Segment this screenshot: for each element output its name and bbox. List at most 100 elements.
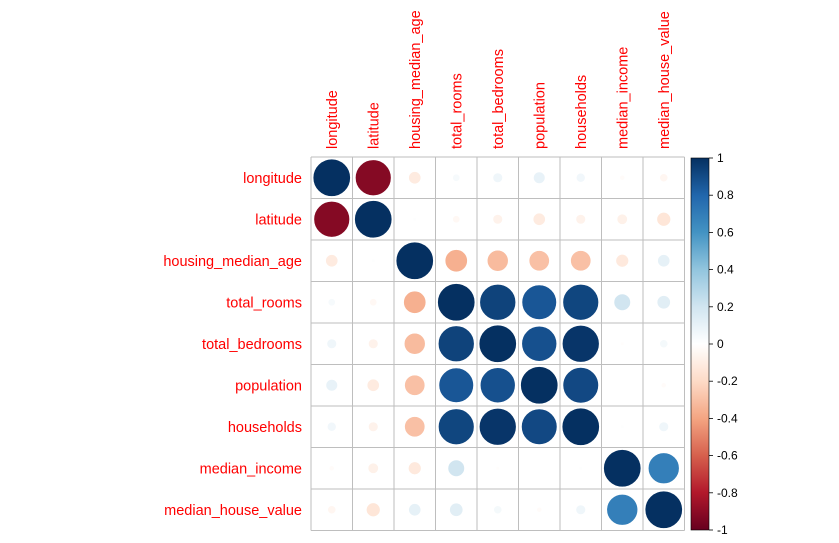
correlation-circle bbox=[395, 241, 434, 280]
correlation-circle bbox=[408, 503, 422, 517]
correlation-circle bbox=[570, 250, 592, 272]
legend-tick-label: -0.8 bbox=[717, 486, 738, 500]
correlation-circle bbox=[365, 502, 381, 518]
correlation-circle bbox=[660, 382, 667, 389]
row-label: longitude bbox=[243, 171, 302, 187]
correlation-circle bbox=[313, 200, 351, 238]
correlation-circle bbox=[532, 212, 546, 226]
correlation-circle bbox=[575, 213, 587, 225]
correlation-circle bbox=[478, 324, 517, 363]
color-legend: 1 0.8 0.6 0.4 0.2 0 -0.2 -0.4 -0.6 -0.8 -1 bbox=[690, 151, 738, 537]
column-labels: longitude latitude housing_median_age total… bbox=[325, 10, 673, 149]
column-label: population bbox=[532, 82, 548, 149]
column-label: housing_median_age bbox=[408, 10, 424, 149]
correlation-circle bbox=[613, 293, 632, 312]
correlation-circle bbox=[407, 461, 422, 476]
correlation-circle bbox=[492, 172, 504, 184]
correlation-circle bbox=[437, 408, 475, 446]
correlation-circle bbox=[325, 378, 339, 392]
row-label: total_rooms bbox=[226, 295, 302, 311]
correlation-circle bbox=[370, 258, 376, 264]
correlation-circle bbox=[536, 506, 543, 513]
correlation-circle bbox=[520, 408, 558, 446]
correlation-circle bbox=[404, 416, 426, 438]
correlation-circle bbox=[521, 325, 558, 362]
correlation-circle bbox=[486, 249, 509, 272]
row-label: median_income bbox=[200, 461, 302, 477]
correlation-circle bbox=[656, 211, 672, 227]
correlation-circle bbox=[575, 504, 587, 516]
column-label: households bbox=[574, 75, 590, 149]
correlation-circle bbox=[561, 407, 600, 446]
legend-tick-label: 0.2 bbox=[717, 300, 734, 314]
correlation-circle bbox=[449, 502, 464, 517]
correlation-circle bbox=[478, 407, 517, 446]
correlation-circle bbox=[312, 158, 351, 197]
correlation-circle bbox=[403, 332, 426, 355]
row-labels: longitude latitude housing_median_agetotal… bbox=[163, 171, 302, 519]
correlation-circle bbox=[644, 490, 683, 529]
correlation-circle bbox=[367, 421, 379, 433]
correlation-circles bbox=[312, 158, 683, 529]
row-label: latitude bbox=[255, 212, 302, 228]
correlation-circle bbox=[479, 367, 516, 404]
correlation-circle bbox=[619, 341, 625, 347]
correlation-circle bbox=[521, 284, 558, 321]
correlation-circle bbox=[326, 338, 338, 350]
correlation-circle bbox=[452, 173, 461, 182]
legend-tick-label: -0.2 bbox=[717, 374, 738, 388]
correlation-circle bbox=[408, 171, 422, 185]
legend-tick-label: -0.6 bbox=[717, 449, 738, 463]
correlation-circle bbox=[562, 366, 600, 404]
column-label: total_rooms bbox=[449, 73, 465, 149]
correlation-circle bbox=[659, 339, 669, 349]
correlation-circle bbox=[367, 338, 379, 350]
correlation-circle bbox=[412, 216, 418, 222]
row-label: households bbox=[228, 420, 302, 436]
correlation-circle bbox=[659, 173, 669, 183]
legend-tick-label: 0.6 bbox=[717, 225, 734, 239]
correlation-circle bbox=[437, 283, 476, 322]
correlation-circle bbox=[325, 254, 339, 268]
correlation-circle bbox=[562, 283, 600, 321]
correlation-circle bbox=[561, 324, 600, 363]
correlation-circle bbox=[328, 465, 335, 472]
correlation-circle bbox=[657, 254, 671, 268]
correlation-circle bbox=[606, 493, 639, 526]
correlation-circle bbox=[404, 374, 426, 396]
correlation-circle bbox=[615, 253, 630, 268]
correlation-circle bbox=[326, 421, 337, 432]
correlation-circle bbox=[367, 462, 379, 474]
correlation-circle bbox=[656, 295, 671, 310]
correlation-circle bbox=[532, 171, 546, 185]
correlation-circle bbox=[369, 298, 378, 307]
grid bbox=[310, 156, 685, 531]
row-label: housing_median_age bbox=[163, 254, 302, 270]
correlation-circle bbox=[354, 159, 392, 197]
legend-tick-label: 0.4 bbox=[717, 263, 734, 277]
correlation-circle bbox=[619, 424, 625, 430]
legend-tick-label: 0 bbox=[717, 337, 724, 351]
correlation-circle bbox=[327, 505, 337, 515]
correlation-circle bbox=[327, 298, 336, 307]
row-label: total_bedrooms bbox=[202, 337, 302, 353]
correlation-circle bbox=[366, 378, 380, 392]
correlation-circle bbox=[616, 213, 628, 225]
legend-tick-label: -1 bbox=[717, 523, 728, 537]
column-label: longitude bbox=[325, 90, 341, 149]
correlation-circle bbox=[520, 366, 559, 405]
correlation-circle bbox=[619, 174, 626, 181]
legend-color-bar bbox=[690, 157, 710, 531]
legend-tick-label: 1 bbox=[717, 151, 724, 165]
correlation-circle bbox=[438, 367, 475, 404]
correlation-circle bbox=[447, 459, 466, 478]
correlation-circle bbox=[452, 215, 461, 224]
row-label: median_house_value bbox=[164, 503, 302, 519]
column-label: total_bedrooms bbox=[491, 49, 507, 149]
correlation-circle bbox=[492, 213, 504, 225]
correlation-circle bbox=[444, 249, 468, 273]
column-label: latitude bbox=[366, 102, 382, 149]
correlation-circle bbox=[479, 283, 517, 321]
legend-tick-label: -0.4 bbox=[717, 411, 738, 425]
